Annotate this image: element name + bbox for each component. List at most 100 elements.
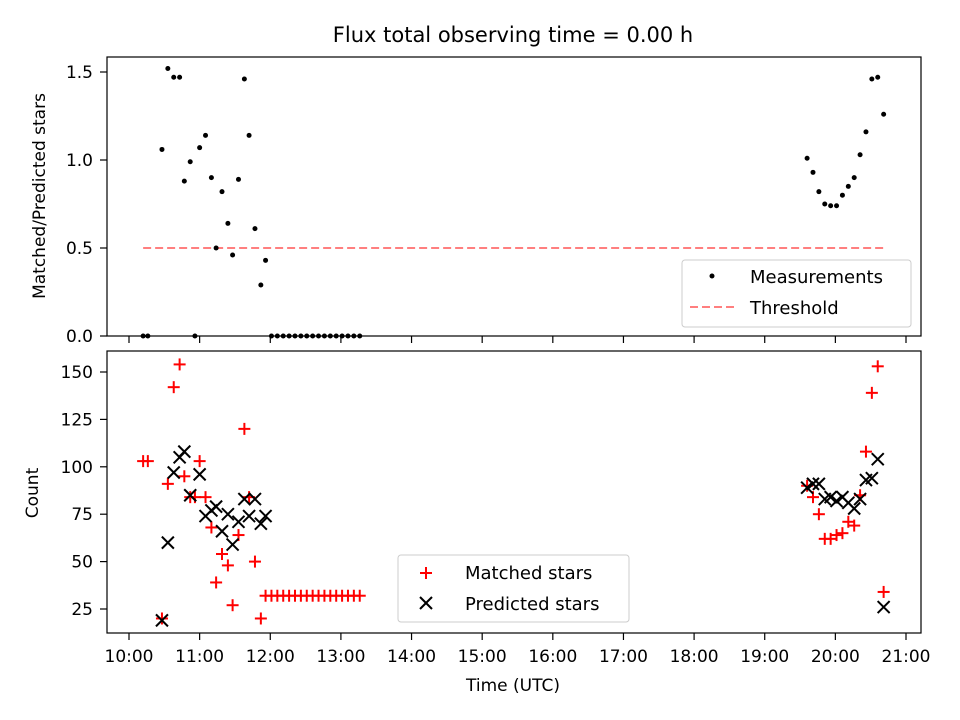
x-tick-label: 12:00: [246, 647, 295, 667]
chart-title: Flux total observing time = 0.00 h: [333, 23, 693, 47]
predicted-star-point: [871, 452, 885, 466]
predicted-star-point: [183, 488, 197, 502]
predicted-star-point: [806, 477, 820, 491]
bottom-panel: 10:00 11:00 12:00 13:00 14:00 15:00 16:00 17:00…: [23, 350, 931, 696]
bottom-y-tick-label: 50: [71, 553, 93, 573]
matched-star-point: [859, 445, 872, 458]
measurement-point: [241, 76, 247, 82]
predicted-star-point: [800, 480, 814, 495]
measurement-point: [252, 226, 258, 232]
measurement-point: [834, 203, 840, 209]
matched-star-point: [161, 477, 174, 490]
matched-star-point: [836, 527, 849, 540]
matched-star-point: [248, 555, 261, 568]
x-tick-label: 21:00: [882, 647, 931, 667]
measurement-point: [804, 155, 810, 161]
predicted-star-point: [215, 524, 229, 538]
predicted-star-point: [242, 509, 256, 523]
measurement-point: [177, 74, 183, 80]
matched-star-point: [848, 519, 861, 532]
matched-star-point: [216, 548, 229, 561]
measurement-point: [822, 201, 828, 207]
measurement-point: [863, 129, 869, 135]
top-panel: Flux total observing time = 0.00 h 0.0 0.…: [30, 23, 922, 347]
measurement-point: [165, 65, 171, 71]
predicted-star-point: [258, 509, 273, 523]
matched-star-point: [210, 576, 223, 589]
x-tick-label: 15:00: [458, 647, 507, 667]
predicted-star-point: [209, 499, 223, 514]
predicted-star-point: [876, 600, 891, 614]
matched-star-point: [221, 559, 234, 572]
predicted-star-point: [853, 492, 867, 506]
measurement-point: [219, 189, 225, 195]
matched-star-point: [141, 455, 154, 468]
bottom-y-tick-label: 25: [71, 600, 93, 620]
measurement-point: [845, 183, 851, 189]
measurement-point: [810, 169, 816, 175]
bottom-legend-box: [397, 554, 630, 623]
measurement-point: [230, 252, 236, 258]
measurement-point: [235, 176, 241, 182]
legend-threshold-label: Threshold: [749, 298, 839, 319]
top-ticks: 0.0 0.5 1.0 1.5: [66, 63, 907, 347]
measurement-point: [263, 257, 269, 263]
predicted-star-point: [829, 494, 844, 508]
matched-star-point: [877, 585, 890, 598]
legend-predicted-label: Predicted stars: [465, 594, 599, 615]
measurement-point: [869, 76, 875, 82]
measurement-point: [159, 146, 165, 152]
measurement-point: [171, 74, 177, 80]
x-tick-label: 18:00: [670, 647, 719, 667]
matched-star-point: [254, 612, 267, 625]
predicted-star-point: [847, 501, 861, 516]
predicted-star-point: [225, 537, 240, 552]
bottom-ticks: 10:00 11:00 12:00 13:00 14:00 15:00 16:00 17:00…: [61, 363, 931, 667]
predicted-star-point: [177, 444, 192, 459]
bottom-y-tick-label: 75: [71, 505, 93, 525]
legend-matched-label: Matched stars: [465, 563, 592, 584]
predicted-star-point: [248, 492, 262, 506]
measurement-point: [816, 189, 822, 195]
top-axes-frame: [106, 56, 922, 337]
bottom-plot-area: [137, 358, 891, 628]
matched-star-point: [167, 381, 180, 394]
predicted-star-point: [221, 507, 235, 521]
measurement-point: [225, 220, 231, 226]
matched-star-point: [178, 470, 191, 483]
x-tick-label: 13:00: [316, 647, 365, 667]
measurement-point: [213, 245, 219, 251]
bottom-y-tick-label: 125: [61, 410, 93, 430]
top-y-tick-label: 0.5: [66, 239, 93, 259]
measurement-point: [851, 175, 857, 181]
matched-star-point: [353, 589, 366, 602]
x-tick-label: 16:00: [528, 647, 577, 667]
predicted-star-point: [812, 477, 826, 491]
measurement-point: [203, 132, 209, 138]
legend-predicted-marker: [419, 596, 433, 610]
matched-star-point: [830, 529, 843, 542]
measurement-point: [828, 203, 834, 209]
predicted-star-point: [865, 471, 879, 485]
top-legend-box: [681, 259, 912, 328]
matched-star-point: [173, 358, 186, 371]
legend-measurements-marker: [709, 273, 715, 279]
top-y-tick-label: 0.0: [66, 327, 93, 347]
bottom-axes-frame: [106, 350, 922, 634]
measurement-point: [246, 132, 252, 138]
predicted-star-point: [823, 490, 838, 504]
measurement-point: [187, 159, 193, 165]
bottom-y-tick-label: 150: [61, 363, 93, 383]
top-y-axis-label: Matched/Predicted stars: [30, 93, 50, 299]
x-tick-label: 20:00: [811, 647, 860, 667]
predicted-star-point: [192, 467, 207, 482]
predicted-star-point: [237, 492, 252, 506]
measurement-point: [258, 282, 264, 288]
predicted-star-point: [254, 516, 268, 531]
measurement-point: [208, 175, 214, 181]
predicted-star-point: [161, 535, 175, 550]
predicted-star-point: [167, 465, 181, 480]
matched-star-point: [226, 599, 239, 612]
matched-star-point: [205, 521, 218, 534]
